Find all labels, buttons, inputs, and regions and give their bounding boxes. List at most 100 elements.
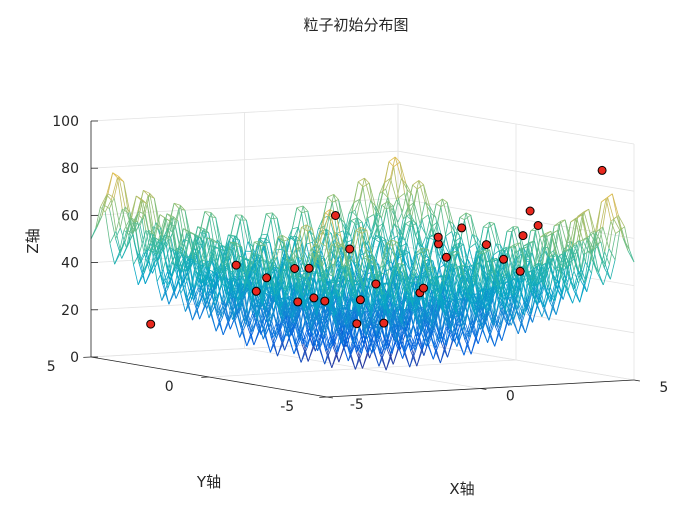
- surface-segment: [300, 276, 308, 290]
- surface-segment: [189, 272, 196, 298]
- surface-segment: [551, 257, 559, 272]
- surface-segment: [487, 273, 494, 286]
- surface-segment: [254, 259, 262, 284]
- surface-segment: [382, 192, 388, 198]
- surface-segment: [319, 230, 327, 250]
- surface-segment: [506, 226, 514, 232]
- surface-segment: [362, 186, 369, 219]
- surface-segment: [369, 309, 377, 326]
- surface-segment: [333, 247, 339, 277]
- surface-segment: [312, 330, 320, 347]
- surface-segment: [574, 240, 580, 259]
- surface-segment: [519, 242, 526, 266]
- surface-segment: [402, 189, 408, 212]
- surface-segment: [483, 226, 489, 229]
- surface-segment: [364, 177, 370, 184]
- surface-segment: [553, 271, 559, 302]
- surface-segment: [520, 246, 528, 250]
- surface-segment: [496, 275, 504, 294]
- surface-segment: [513, 242, 521, 245]
- surface-segment: [468, 318, 476, 337]
- surface-segment: [283, 239, 289, 242]
- surface-segment: [299, 328, 307, 348]
- surface-segment: [356, 186, 364, 217]
- surface-segment: [504, 280, 510, 283]
- surface-segment: [512, 277, 519, 297]
- surface-segment: [460, 267, 468, 293]
- surface-segment: [452, 242, 460, 248]
- surface-segment: [433, 290, 439, 305]
- surface-segment: [100, 206, 106, 213]
- surface-segment: [296, 207, 302, 214]
- surface-segment: [430, 269, 437, 297]
- surface-segment: [246, 220, 252, 252]
- surface-segment: [310, 315, 317, 329]
- surface-segment: [464, 339, 472, 355]
- surface-segment: [380, 236, 388, 261]
- surface-segment: [520, 249, 527, 273]
- surface-segment: [323, 319, 329, 338]
- surface-segment: [204, 211, 212, 213]
- surface-segment: [374, 205, 381, 237]
- surface-segment: [131, 217, 138, 223]
- surface-segment: [346, 239, 353, 243]
- surface-segment: [371, 212, 378, 235]
- surface-segment: [481, 273, 489, 301]
- surface-segment: [241, 214, 247, 221]
- surface-segment: [367, 258, 374, 264]
- surface-segment: [356, 233, 363, 264]
- surface-segment: [502, 272, 509, 277]
- surface-segment: [236, 290, 244, 304]
- surface-segment: [516, 279, 524, 308]
- surface-segment: [276, 235, 283, 258]
- surface-segment: [372, 349, 380, 367]
- surface-segment: [188, 235, 196, 259]
- surface-segment: [428, 233, 436, 238]
- surface-segment: [469, 243, 476, 249]
- surface-segment: [332, 302, 340, 321]
- surface-segment: [219, 272, 225, 302]
- surface-segment: [393, 166, 399, 198]
- surface-segment: [280, 316, 288, 337]
- surface-segment: [151, 234, 157, 255]
- surface-segment: [463, 274, 470, 302]
- surface-segment: [398, 303, 405, 329]
- surface-segment: [365, 303, 372, 317]
- surface-segment: [207, 246, 215, 270]
- surface-segment: [300, 302, 308, 330]
- surface-segment: [355, 352, 361, 370]
- surface-segment: [380, 236, 386, 240]
- surface-segment: [569, 244, 577, 266]
- surface-segment: [598, 251, 606, 273]
- surface-segment: [243, 264, 249, 292]
- surface-segment: [454, 236, 462, 242]
- surface-segment: [485, 278, 492, 309]
- surface-segment: [453, 255, 461, 282]
- surface-segment: [549, 253, 556, 258]
- surface-segment: [434, 206, 442, 238]
- surface-segment: [100, 194, 107, 208]
- surface-segment: [411, 219, 417, 224]
- surface-segment: [449, 312, 457, 329]
- surface-segment: [300, 346, 307, 363]
- surface-segment: [121, 208, 129, 214]
- surface-segment: [352, 328, 360, 344]
- surface-segment: [145, 230, 153, 235]
- surface-segment: [509, 251, 517, 281]
- surface-segment: [266, 259, 273, 288]
- surface-segment: [386, 209, 392, 240]
- surface-segment: [171, 262, 177, 266]
- surface-segment: [426, 270, 433, 273]
- surface-segment: [459, 264, 466, 267]
- surface-segment: [394, 156, 402, 179]
- surface-segment: [159, 253, 165, 285]
- surface-segment: [241, 215, 249, 242]
- surface-segment: [208, 241, 214, 267]
- surface-segment: [529, 294, 537, 315]
- surface-segment: [450, 295, 457, 298]
- surface-segment: [274, 310, 281, 337]
- surface-segment: [363, 292, 370, 312]
- surface-segment: [107, 193, 115, 199]
- surface-segment: [132, 233, 140, 264]
- surface-segment: [345, 295, 351, 325]
